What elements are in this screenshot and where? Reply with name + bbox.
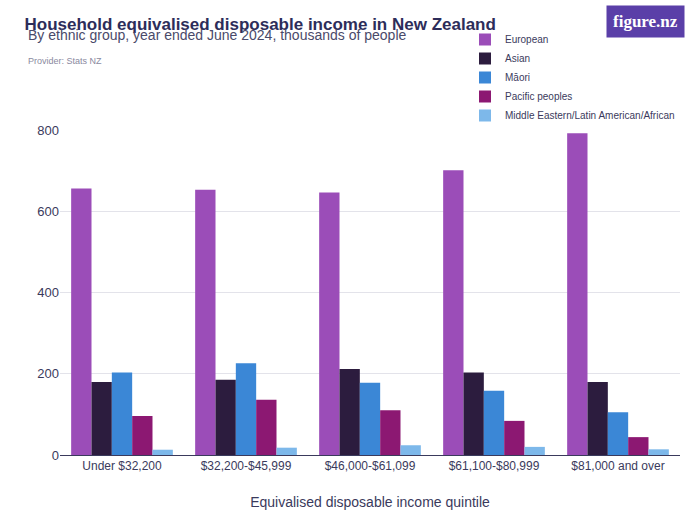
svg-text:Under $32,200: Under $32,200 — [82, 459, 162, 473]
svg-text:European: European — [505, 34, 548, 45]
svg-text:figure.nz: figure.nz — [613, 12, 678, 31]
svg-text:800: 800 — [37, 123, 59, 138]
svg-text:Asian: Asian — [505, 53, 530, 64]
svg-text:Pacific peoples: Pacific peoples — [505, 91, 572, 102]
svg-text:600: 600 — [37, 204, 59, 219]
svg-text:$46,000-$61,099: $46,000-$61,099 — [325, 459, 416, 473]
svg-text:Household equivalised disposab: Household equivalised disposable income … — [25, 15, 496, 34]
svg-text:400: 400 — [37, 285, 59, 300]
svg-text:$32,200-$45,999: $32,200-$45,999 — [201, 459, 292, 473]
svg-text:Middle Eastern/Latin American/: Middle Eastern/Latin American/African — [505, 110, 675, 121]
svg-text:200: 200 — [37, 366, 59, 381]
svg-text:$61,100-$80,999: $61,100-$80,999 — [449, 459, 540, 473]
svg-text:Māori: Māori — [505, 72, 530, 83]
svg-text:Equivalised disposable income: Equivalised disposable income quintile — [250, 494, 490, 510]
svg-text:Provider: Stats NZ: Provider: Stats NZ — [28, 56, 102, 66]
svg-text:$81,000 and over: $81,000 and over — [571, 459, 664, 473]
svg-text:0: 0 — [52, 448, 59, 463]
svg-text:By ethnic group, year ended Ju: By ethnic group, year ended June 2024, t… — [28, 27, 406, 43]
